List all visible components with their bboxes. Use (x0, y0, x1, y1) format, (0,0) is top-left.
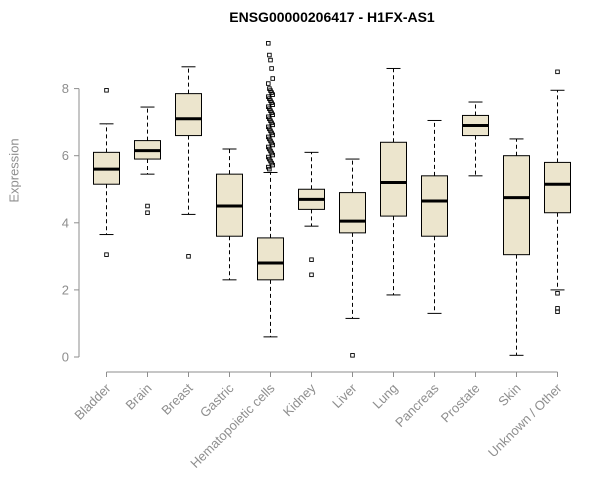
svg-text:Prostate: Prostate (438, 381, 483, 426)
svg-text:6: 6 (62, 148, 69, 163)
svg-text:Brain: Brain (123, 381, 155, 413)
svg-text:Lung: Lung (370, 381, 401, 412)
svg-text:Gastric: Gastric (197, 380, 237, 420)
svg-text:0: 0 (62, 350, 69, 365)
svg-text:Skin: Skin (495, 381, 523, 409)
svg-text:Liver: Liver (329, 380, 360, 411)
svg-text:Breast: Breast (158, 380, 195, 417)
chart-title: ENSG00000206417 - H1FX-AS1 (229, 9, 435, 25)
svg-text:Unknown / Other: Unknown / Other (485, 380, 565, 460)
svg-text:Pancreas: Pancreas (392, 380, 442, 430)
svg-text:8: 8 (62, 81, 69, 96)
svg-text:2: 2 (62, 282, 69, 297)
svg-text:Bladder: Bladder (71, 380, 114, 423)
svg-text:Kidney: Kidney (280, 380, 319, 419)
svg-text:4: 4 (62, 215, 69, 230)
